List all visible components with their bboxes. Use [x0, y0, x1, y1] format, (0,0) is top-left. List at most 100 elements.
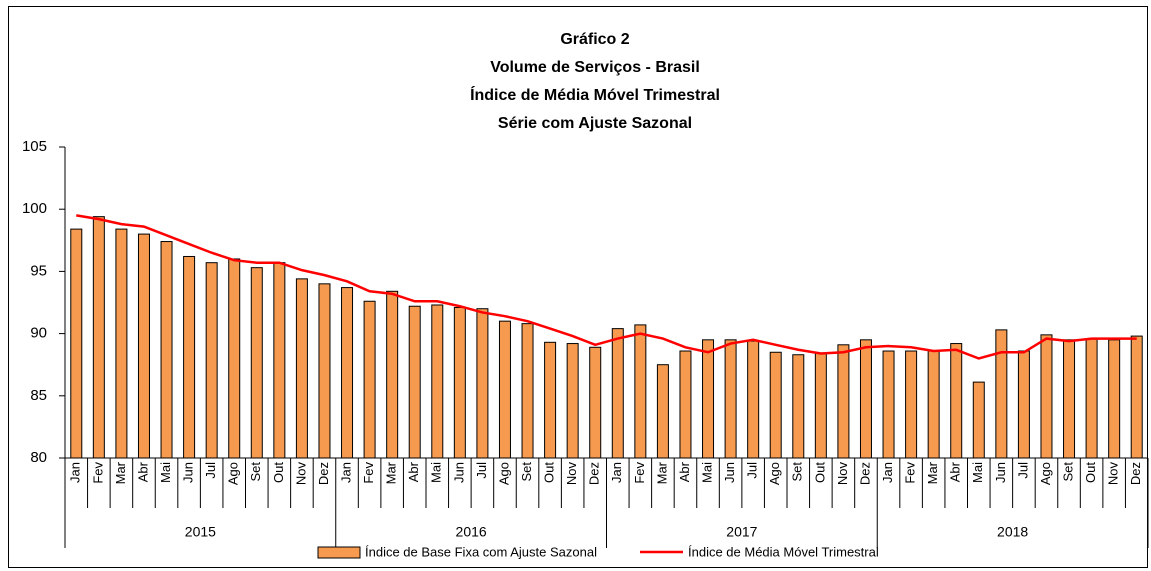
x-tick-label: Set: [1060, 462, 1075, 482]
x-tick-label: Nov: [835, 462, 850, 486]
bar: [1108, 339, 1121, 459]
x-tick-label: Ago: [496, 462, 511, 485]
bar: [453, 306, 466, 459]
x-tick-label: Ago: [226, 462, 241, 485]
x-tick-label: Mar: [384, 461, 399, 484]
bar: [160, 241, 173, 459]
bar: [611, 328, 624, 459]
year-label: 2016: [456, 524, 487, 540]
x-tick-label: Abr: [406, 461, 421, 482]
bar: [476, 308, 489, 459]
x-tick-label: Fev: [90, 462, 105, 484]
x-tick-label: Mar: [113, 461, 128, 484]
bar: [544, 341, 557, 459]
bar: [882, 350, 895, 459]
bar: [273, 262, 286, 459]
x-tick-label: Jan: [68, 462, 83, 483]
bar: [498, 320, 511, 459]
x-tick-label: Jul: [1015, 462, 1030, 479]
bar: [927, 350, 940, 459]
bar: [747, 340, 760, 459]
bar: [589, 346, 602, 459]
bar: [318, 283, 331, 459]
chart-title: Índice de Média Móvel Trimestral: [470, 85, 720, 104]
x-tick-label: Jan: [609, 462, 624, 483]
chart-title: Gráfico 2: [560, 31, 629, 48]
chart-title: Volume de Serviços - Brasil: [490, 59, 700, 76]
bar: [972, 381, 985, 459]
bar: [1085, 338, 1098, 459]
bar: [92, 216, 105, 459]
x-tick-label: Mai: [699, 462, 714, 483]
chart-title: Série com Ajuste Sazonal: [498, 115, 692, 132]
x-tick-label: Fev: [361, 462, 376, 484]
x-tick-label: Jul: [474, 462, 489, 479]
x-tick-label: Out: [271, 462, 286, 483]
x-tick-label: Mai: [429, 462, 444, 483]
x-tick-label: Mar: [925, 461, 940, 484]
bar: [70, 228, 83, 459]
bar: [566, 343, 579, 459]
bar: [905, 350, 918, 459]
bar: [1130, 335, 1143, 459]
bar: [431, 304, 444, 459]
y-tick-label: 95: [30, 262, 47, 279]
bar: [634, 324, 647, 459]
x-tick-label: Abr: [135, 461, 150, 482]
x-tick-label: Dez: [1128, 462, 1143, 485]
x-tick-label: Fev: [632, 462, 647, 484]
y-tick-label: 90: [30, 325, 47, 342]
legend-swatch: [317, 546, 361, 559]
line: [76, 214, 1137, 360]
x-tick-label: Mai: [970, 462, 985, 483]
bar: [1063, 339, 1076, 459]
year-label: 2017: [726, 524, 757, 540]
x-tick-label: Mar: [654, 461, 669, 484]
x-tick-label: Abr: [948, 461, 963, 482]
x-tick-label: Jan: [338, 462, 353, 483]
bar: [183, 255, 196, 459]
x-tick-label: Jun: [993, 462, 1008, 483]
bar: [205, 262, 218, 459]
bar: [408, 305, 421, 459]
bar: [859, 339, 872, 459]
x-tick-label: Nov: [1106, 462, 1121, 486]
y-tick-label: 100: [22, 200, 47, 217]
x-tick-label: Fev: [903, 462, 918, 484]
x-tick-label: Nov: [293, 462, 308, 486]
bar: [295, 278, 308, 459]
bar: [995, 329, 1008, 459]
x-tick-label: Jul: [745, 462, 760, 479]
bar: [656, 364, 669, 459]
bar: [814, 353, 827, 459]
bar: [115, 228, 128, 459]
x-tick-label: Out: [1083, 462, 1098, 483]
y-tick-label: 105: [22, 138, 47, 155]
bar: [702, 339, 715, 459]
x-tick-label: Dez: [857, 462, 872, 485]
x-tick-label: Jun: [451, 462, 466, 483]
x-tick-label: Out: [542, 462, 557, 483]
bar: [363, 300, 376, 459]
x-tick-label: Ago: [767, 462, 782, 485]
bar: [341, 287, 354, 459]
year-label: 2015: [185, 524, 216, 540]
bar: [950, 343, 963, 459]
x-tick-label: Nov: [564, 462, 579, 486]
x-tick-label: Dez: [316, 462, 331, 485]
bar: [724, 339, 737, 459]
x-tick-label: Set: [248, 462, 263, 482]
x-tick-label: Ago: [1038, 462, 1053, 485]
x-tick-label: Abr: [677, 461, 692, 482]
legend-label: Índice de Média Móvel Trimestral: [688, 544, 879, 559]
bar: [386, 290, 399, 459]
bar: [837, 344, 850, 459]
x-tick-label: Jan: [880, 462, 895, 483]
x-tick-label: Set: [790, 462, 805, 482]
x-tick-label: Jun: [722, 462, 737, 483]
year-label: 2018: [997, 524, 1028, 540]
bar: [679, 350, 692, 459]
bar: [792, 354, 805, 459]
x-tick-label: Set: [519, 462, 534, 482]
